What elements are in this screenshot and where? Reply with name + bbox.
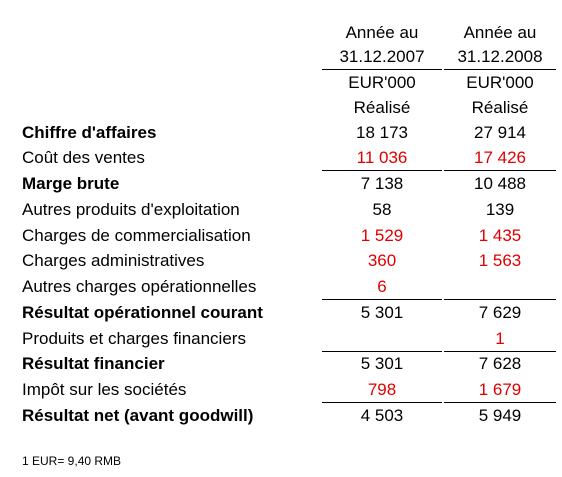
value-cell: 6 [322,274,442,300]
header-cell: EUR'000 [466,72,534,92]
value-cell: 58 [372,199,392,219]
row-label: Produits et charges financiers [22,328,246,348]
row-label: Résultat net (avant goodwill) [22,405,254,425]
table-row: Coût des ventes 11 036 17 426 [0,145,562,172]
value-cell: 7 138 [360,174,404,193]
value-cell: 10 488 [474,174,526,193]
header-cell: 31.12.2007 [322,44,442,70]
table-row: Marge brute 7 138 10 488 [0,171,562,196]
header-cell: 31.12.2008 [444,44,556,70]
footnote: 1 EUR= 9,40 RMB [22,454,122,468]
table-row: Résultat financier 5 301 7 628 [0,351,562,376]
row-label: Marge brute [22,174,120,193]
value-cell: 5 301 [360,354,404,374]
value-cell: 4 503 [360,405,404,425]
row-label: Charges de commercialisation [22,225,251,245]
value-cell: 27 914 [474,122,526,142]
value-cell: 7 628 [478,354,522,374]
header-row: Réalisé Réalisé [0,95,562,120]
row-label: Autres produits d'exploitation [22,199,240,219]
header-cell: EUR'000 [348,72,416,92]
table-row: Charges administratives 360 1 563 [0,248,562,273]
value-cell: 17 426 [444,145,556,172]
table-row: Résultat opérationnel courant 5 301 7 629 [0,300,562,325]
table-row: Produits et charges financiers 1 [0,326,562,352]
header-row: Année au Année au [0,20,562,45]
value-cell: 7 629 [478,302,522,322]
header-cell: Réalisé [353,97,411,117]
row-label: Autres charges opérationnelles [22,277,257,296]
header-cell: Année au [463,22,537,42]
table-row: Autres charges opérationnelles 6 [0,274,562,300]
row-label: Coût des ventes [22,148,145,168]
row-label: Chiffre d'affaires [22,122,157,142]
table-row: Charges de commercialisation 1 529 1 435 [0,223,562,248]
value-cell: 11 036 [322,145,442,172]
value-cell: 360 [367,251,397,271]
value-cell: 1 435 [478,225,522,245]
header-cell: Réalisé [471,97,529,117]
value-cell: 18 173 [356,122,408,142]
value-cell: 139 [485,199,515,219]
row-label: Impôt sur les sociétés [22,380,187,399]
value-cell: 1 529 [360,225,404,245]
table-row: Résultat net (avant goodwill) 4 503 5 949 [0,403,562,428]
value-cell: 1 563 [478,251,522,271]
row-label: Résultat opérationnel courant [22,302,263,322]
table-row: Chiffre d'affaires 18 173 27 914 [0,120,562,145]
value-cell: 5 949 [478,405,522,425]
value-cell [322,326,442,352]
value-cell: 1 [444,326,556,352]
row-label: Charges administratives [22,251,205,271]
header-cell: Année au [345,22,419,42]
table-row: Autres produits d'exploitation 58 139 [0,197,562,222]
row-label: Résultat financier [22,354,165,374]
header-row: 31.12.2007 31.12.2008 [0,44,562,70]
table-row: Impôt sur les sociétés 798 1 679 [0,377,562,403]
value-cell: 798 [322,377,442,403]
header-row: EUR'000 EUR'000 [0,70,562,95]
value-cell: 5 301 [360,302,404,322]
value-cell [444,274,556,300]
value-cell: 1 679 [444,377,556,403]
